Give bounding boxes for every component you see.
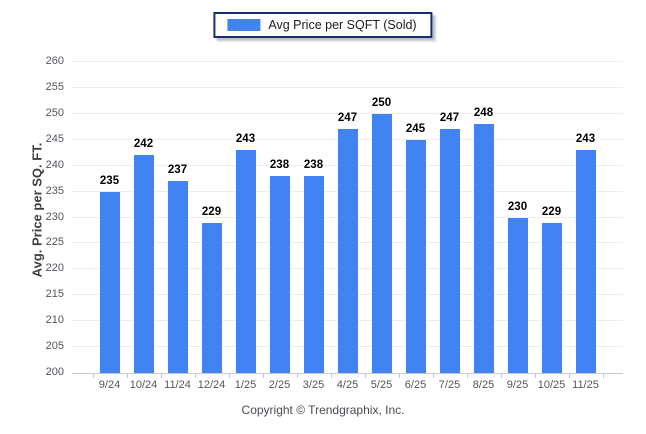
y-tick-label: 240 bbox=[45, 158, 64, 171]
y-tick-label: 200 bbox=[45, 366, 64, 378]
bar-value-label: 237 bbox=[167, 164, 188, 177]
bar bbox=[337, 129, 358, 373]
bar-value-label: 250 bbox=[371, 96, 392, 109]
x-tick-label: 7/25 bbox=[438, 379, 461, 391]
bar-value-label: 247 bbox=[337, 112, 358, 125]
x-tick-mark bbox=[534, 374, 536, 378]
x-tick-mark bbox=[126, 374, 128, 378]
x-tick-label: 3/25 bbox=[302, 379, 325, 391]
bar bbox=[541, 222, 562, 373]
x-tick-mark bbox=[500, 374, 502, 378]
gridline bbox=[72, 86, 623, 88]
y-tick-label: 250 bbox=[45, 106, 64, 119]
bar-value-label: 235 bbox=[99, 174, 120, 187]
y-tick-label: 225 bbox=[45, 236, 64, 249]
legend-label: Avg Price per SQFT (Sold) bbox=[268, 18, 417, 32]
x-tick-mark bbox=[228, 374, 230, 378]
x-tick-mark bbox=[160, 374, 162, 378]
bar bbox=[201, 222, 222, 373]
bar bbox=[371, 113, 392, 373]
x-tick-mark bbox=[296, 374, 298, 378]
x-tick-label: 2/25 bbox=[268, 379, 291, 391]
bar bbox=[405, 139, 426, 373]
x-tick-label: 11/24 bbox=[164, 379, 191, 391]
bar bbox=[99, 191, 120, 373]
copyright-text: Copyright © Trendgraphix, Inc. bbox=[241, 403, 405, 417]
x-tick-mark bbox=[568, 374, 570, 378]
bar bbox=[133, 155, 154, 373]
x-tick-mark bbox=[194, 374, 196, 378]
bar bbox=[473, 124, 494, 373]
y-tick-label: 235 bbox=[45, 184, 64, 197]
x-tick-mark bbox=[262, 374, 264, 378]
x-tick-mark bbox=[330, 374, 332, 378]
y-tick-label: 230 bbox=[45, 210, 64, 223]
bar-value-label: 248 bbox=[473, 107, 494, 120]
gridline bbox=[72, 61, 623, 62]
x-tick-mark bbox=[398, 374, 400, 378]
bar-value-label: 243 bbox=[575, 133, 596, 146]
bar-value-label: 229 bbox=[541, 205, 562, 218]
x-tick-label: 9/25 bbox=[506, 379, 529, 391]
bar-value-label: 229 bbox=[201, 205, 222, 218]
gridline bbox=[72, 112, 623, 114]
bar-value-label: 247 bbox=[439, 112, 460, 125]
legend-swatch bbox=[227, 19, 261, 31]
bar-value-label: 242 bbox=[133, 138, 154, 151]
x-tick-label: 6/25 bbox=[404, 379, 427, 391]
bar-value-label: 238 bbox=[303, 159, 324, 172]
chart-legend: Avg Price per SQFT (Sold) bbox=[213, 12, 433, 38]
y-tick-label: 220 bbox=[45, 262, 64, 275]
x-tick-mark bbox=[466, 374, 468, 378]
bar-value-label: 245 bbox=[405, 122, 426, 135]
x-tick-label: 1/25 bbox=[234, 379, 257, 391]
bar bbox=[507, 217, 528, 373]
bar bbox=[575, 150, 596, 373]
y-tick-label: 255 bbox=[45, 80, 64, 93]
bar-value-label: 230 bbox=[507, 200, 528, 213]
x-tick-label: 10/25 bbox=[537, 379, 566, 391]
y-tick-label: 260 bbox=[45, 55, 64, 67]
x-tick-mark bbox=[432, 374, 434, 378]
x-tick-label: 8/25 bbox=[472, 379, 495, 391]
x-tick-label: 5/25 bbox=[370, 379, 393, 391]
y-tick-label: 215 bbox=[45, 288, 64, 301]
x-tick-mark bbox=[364, 374, 366, 378]
bar bbox=[269, 176, 290, 373]
bar bbox=[303, 176, 324, 373]
bar bbox=[235, 150, 256, 373]
x-tick-label: 11/25 bbox=[572, 379, 599, 391]
y-tick-label: 210 bbox=[45, 314, 64, 327]
x-tick-label: 10/24 bbox=[129, 379, 158, 391]
y-tick-label: 205 bbox=[45, 340, 64, 353]
x-tick-mark bbox=[92, 374, 94, 378]
bar-value-label: 238 bbox=[269, 159, 290, 172]
x-tick-label: 4/25 bbox=[336, 379, 359, 391]
y-tick-label: 245 bbox=[45, 132, 64, 145]
x-tick-label: 9/24 bbox=[98, 379, 121, 391]
bar bbox=[167, 181, 188, 373]
x-tick-mark bbox=[602, 374, 604, 378]
x-tick-label: 12/24 bbox=[197, 379, 226, 391]
bar bbox=[439, 129, 460, 373]
bar-value-label: 243 bbox=[235, 133, 256, 146]
